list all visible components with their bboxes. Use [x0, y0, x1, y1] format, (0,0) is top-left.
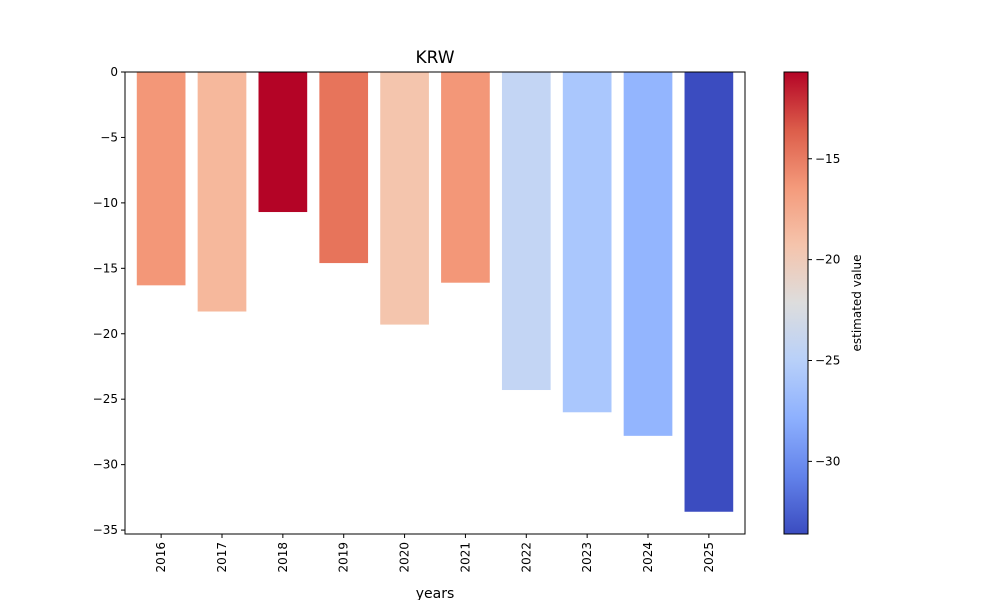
- y-tick-label: −30: [93, 458, 118, 472]
- chart-title: KRW: [415, 48, 454, 68]
- x-tick-label: 2022: [519, 542, 533, 573]
- bar-2020: [380, 72, 429, 325]
- colorbar: −15 −20 −25 −30 estimated value: [783, 71, 864, 535]
- y-tick-label: −5: [100, 130, 118, 144]
- axes: 0 −5 −10 −15 −20 −25 −30 −35 2016 2017 2018 2019 202…: [93, 65, 746, 573]
- bar-2025: [684, 72, 734, 512]
- colorbar-tick-label: −25: [815, 353, 840, 367]
- x-tick-label: 2020: [398, 542, 412, 573]
- x-tick-label: 2017: [215, 542, 229, 573]
- y-tick-label: −15: [93, 261, 118, 275]
- y-tick-label: −35: [93, 523, 118, 537]
- y-tick-label: −25: [93, 392, 118, 406]
- colorbar-label: estimated value: [850, 254, 864, 351]
- x-tick-label: 2025: [702, 542, 716, 573]
- bar-2017: [197, 72, 247, 312]
- x-tick-label: 2023: [580, 542, 594, 573]
- colorbar-tick-label: −30: [815, 454, 840, 468]
- y-tick-label: −10: [93, 196, 118, 210]
- x-tick-label: 2019: [337, 542, 351, 573]
- x-tick-label: 2021: [458, 542, 472, 573]
- x-tick-label: 2016: [154, 542, 168, 573]
- bar-2024: [623, 72, 673, 436]
- x-axis-title: years: [416, 586, 455, 600]
- bar-2019: [319, 72, 369, 264]
- colorbar-tick-label: −20: [815, 253, 840, 267]
- bar-2021: [441, 72, 490, 283]
- x-tick-label: 2018: [276, 542, 290, 573]
- bar-2018: [258, 72, 308, 213]
- bar-2023: [562, 72, 612, 413]
- bars: [136, 72, 734, 512]
- colorbar-tick-label: −15: [815, 152, 840, 166]
- bar-2016: [136, 72, 186, 286]
- x-tick-label: 2024: [641, 542, 655, 573]
- plot-frame: [124, 71, 746, 535]
- y-tick-label: −20: [93, 327, 118, 341]
- bar-2022: [501, 72, 551, 391]
- colorbar-gradient: [783, 71, 809, 535]
- y-tick-label: 0: [110, 65, 118, 79]
